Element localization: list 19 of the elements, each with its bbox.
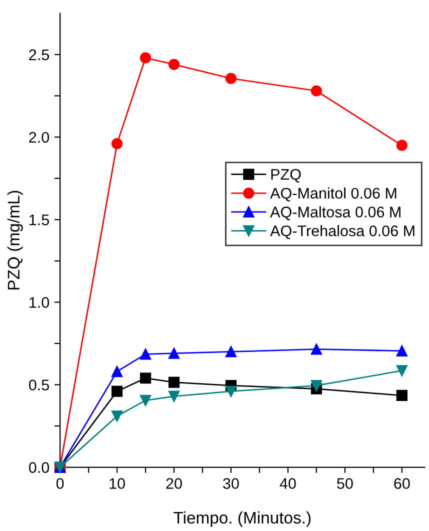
legend-label: AQ-Maltosa 0.06 M	[270, 206, 400, 220]
legend-label: AQ-Trehalosa 0.06 M	[270, 225, 414, 240]
legend-label: AQ-Manitol 0.06 M	[270, 187, 396, 202]
x-tick-label: 50	[337, 478, 353, 489]
x-tick-label: 30	[223, 478, 239, 489]
x-axis-title: Tiempo. (Minutos.)	[174, 511, 311, 527]
y-tick-label: 2.5	[29, 49, 50, 60]
x-tick-label: 60	[394, 478, 410, 489]
y-tick-label: 1.0	[30, 297, 50, 308]
x-tick-label: 0	[56, 478, 64, 489]
y-tick-label: 1.5	[30, 214, 50, 226]
y-axis-title: PZQ (mg/mL)	[7, 190, 23, 290]
y-tick-label: 2.0	[29, 132, 50, 143]
x-tick-label: 10	[110, 478, 125, 489]
y-tick-label: 0.5	[29, 380, 50, 390]
x-tick-label: 20	[166, 478, 182, 489]
x-tick-label: 40	[280, 478, 296, 489]
text: 0.0	[29, 462, 50, 473]
legend-label: PZQ	[271, 169, 301, 183]
